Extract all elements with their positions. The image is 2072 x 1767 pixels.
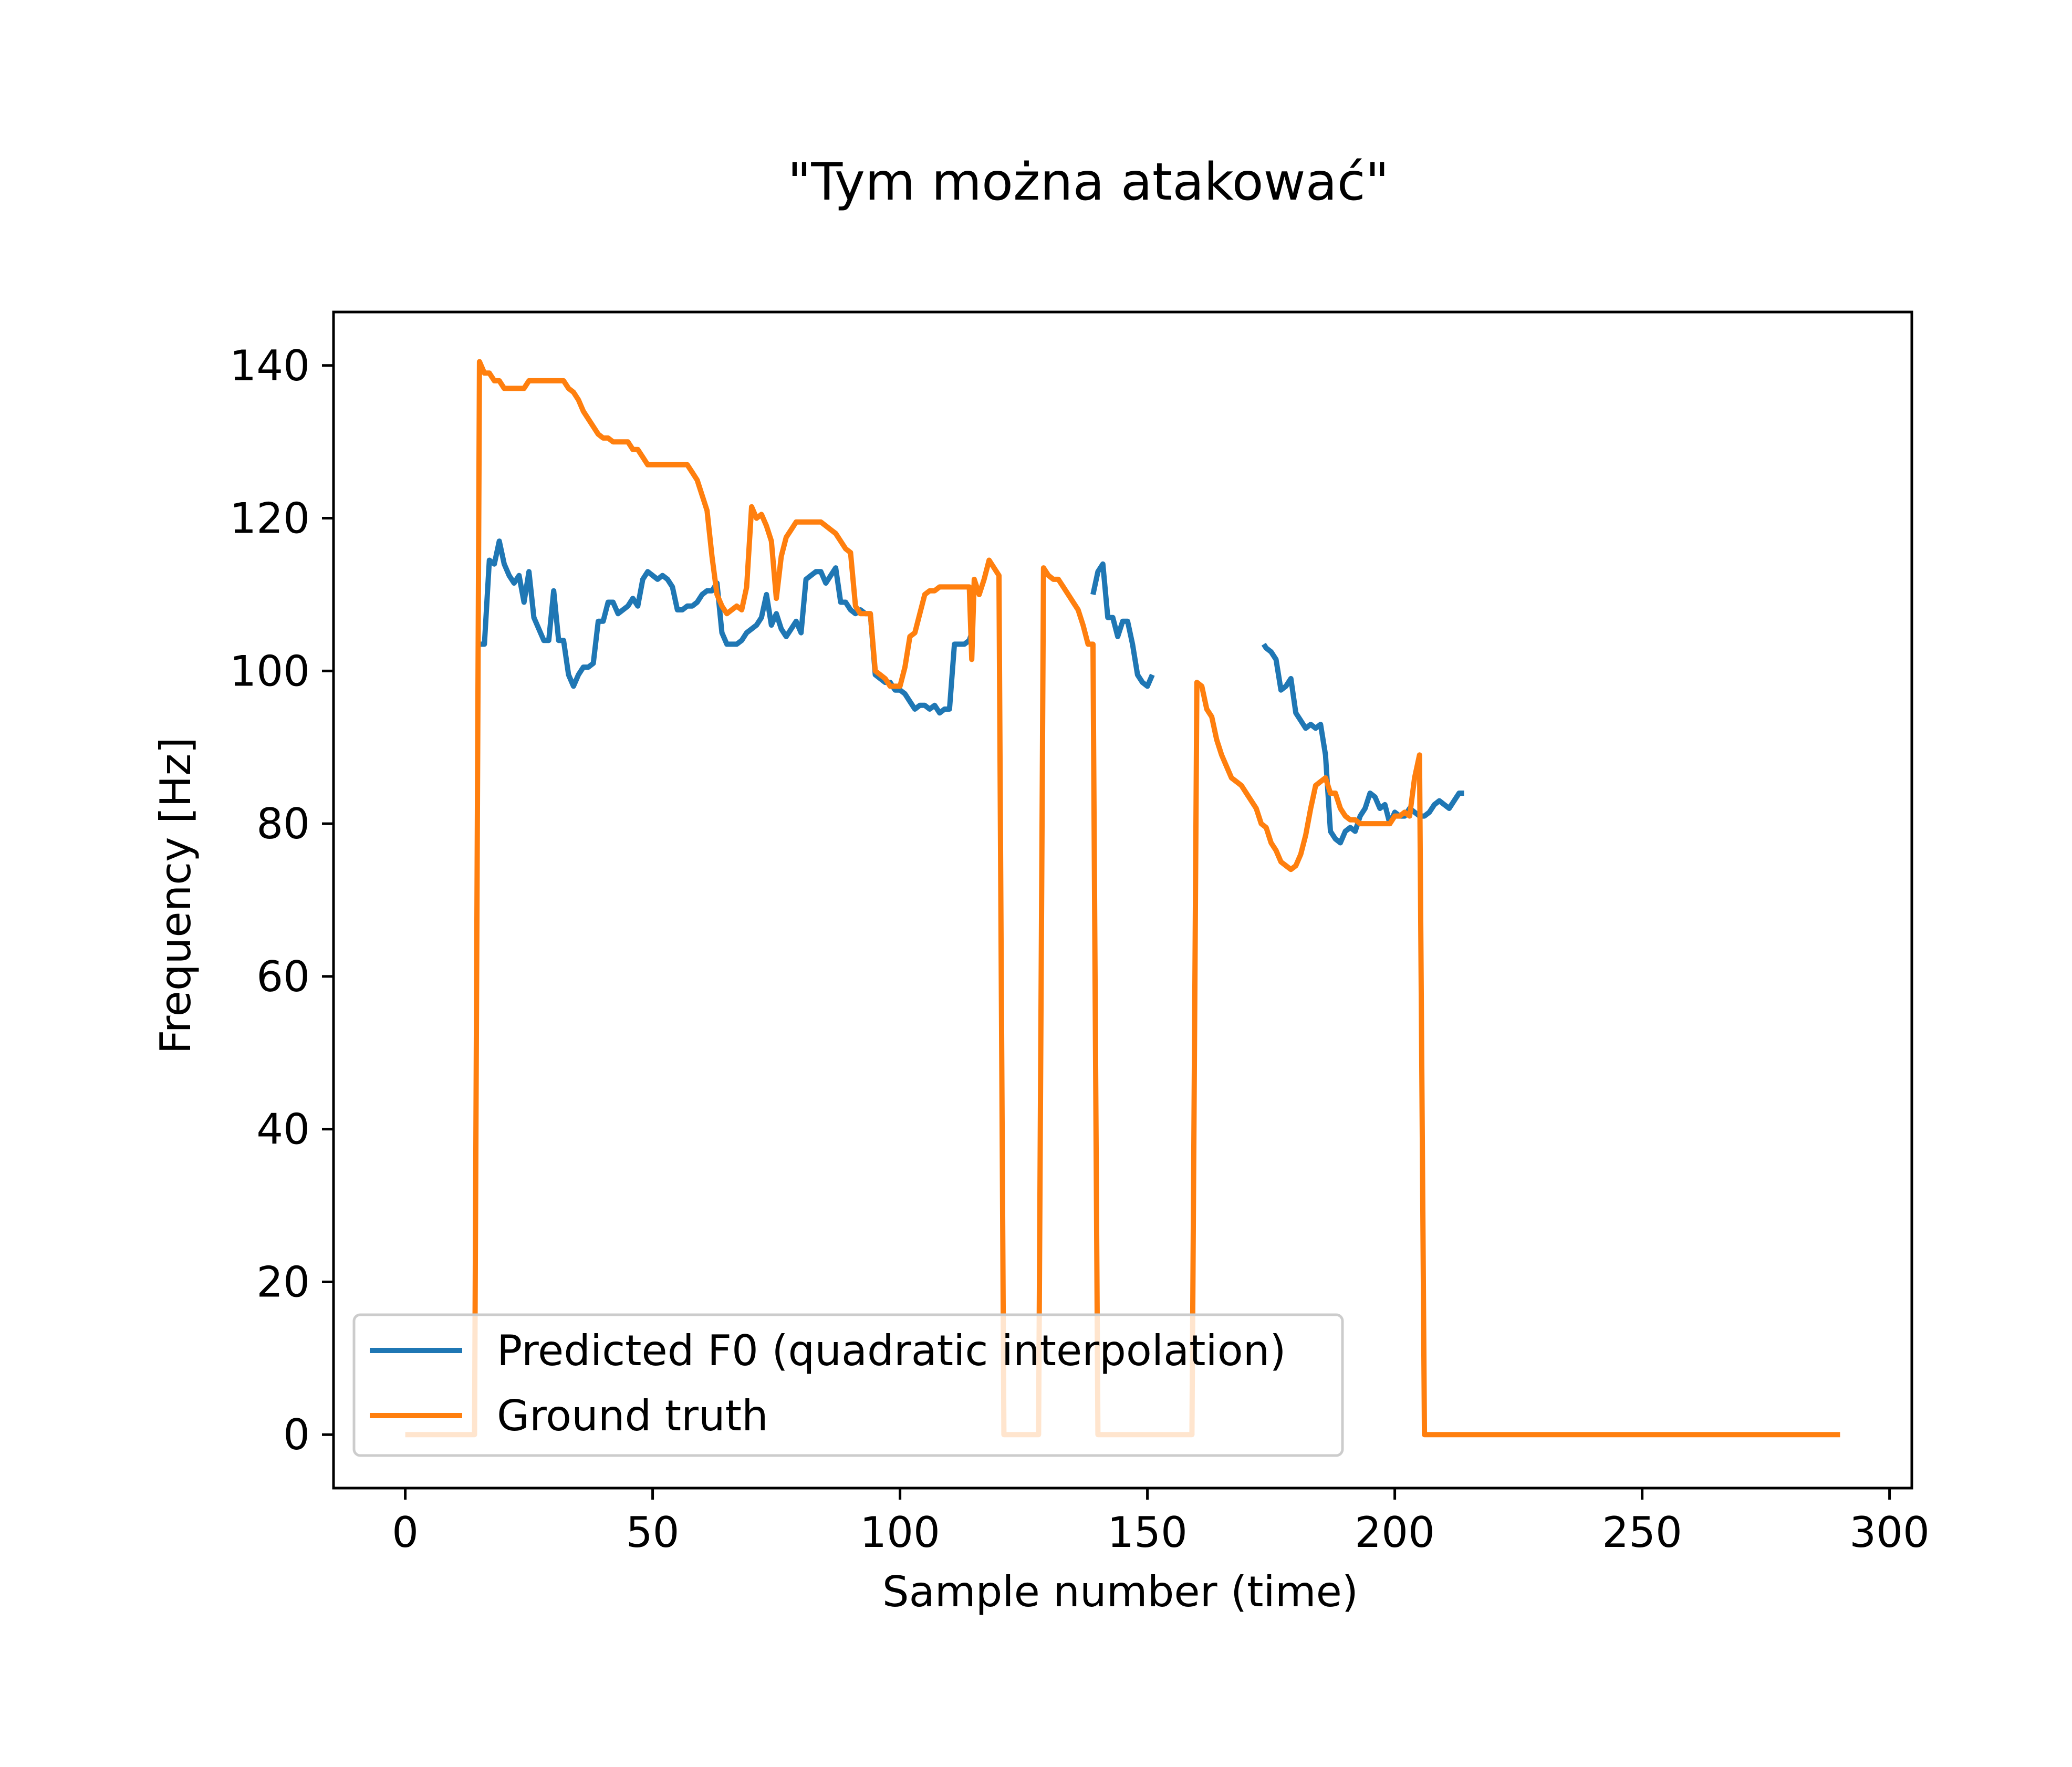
x-axis: 0 50 100 150 200 250 300 xyxy=(392,1488,1930,1557)
axes-frame xyxy=(332,310,1913,1490)
legend: Predicted F0 (quadratic interpolation) Gr… xyxy=(352,1313,1344,1457)
chart-title: "Tym można atakować" xyxy=(787,152,1389,212)
x-tick-label-250: 250 xyxy=(1602,1508,1682,1557)
legend-label-1: Predicted F0 (quadratic interpolation) xyxy=(497,1326,1286,1375)
x-tick-label-150: 150 xyxy=(1107,1508,1188,1557)
x-tick-label-100: 100 xyxy=(860,1508,940,1557)
series-line-predicted-f0-segment-3 xyxy=(1261,642,1464,846)
legend-box xyxy=(352,1313,1344,1457)
y-tick-label-120: 120 xyxy=(230,494,310,543)
series-line-predicted-f0-segment-2 xyxy=(1090,561,1155,689)
y-tick-label-60: 60 xyxy=(256,952,310,1001)
y-tick-label-20: 20 xyxy=(256,1257,310,1306)
y-tick-label-0: 0 xyxy=(283,1410,310,1459)
y-tick-label-140: 140 xyxy=(230,341,310,390)
y-axis: 0 20 40 60 80 100 120 140 xyxy=(230,341,334,1459)
y-tick-label-80: 80 xyxy=(256,799,310,848)
x-tick-label-50: 50 xyxy=(626,1508,680,1557)
y-axis-label: Frequency [Hz] xyxy=(151,737,200,1054)
x-axis-label: Sample number (time) xyxy=(882,1567,1358,1616)
y-tick-label-40: 40 xyxy=(256,1105,310,1154)
plot-area xyxy=(332,310,1913,1490)
y-tick-label-100: 100 xyxy=(230,647,310,695)
x-tick-label-0: 0 xyxy=(392,1508,419,1557)
legend-label-2: Ground truth xyxy=(497,1391,768,1440)
x-tick-label-200: 200 xyxy=(1355,1508,1435,1557)
series-lines xyxy=(405,359,1840,1438)
x-tick-label-300: 300 xyxy=(1849,1508,1930,1557)
series-line-ground-truth xyxy=(405,359,1840,1438)
